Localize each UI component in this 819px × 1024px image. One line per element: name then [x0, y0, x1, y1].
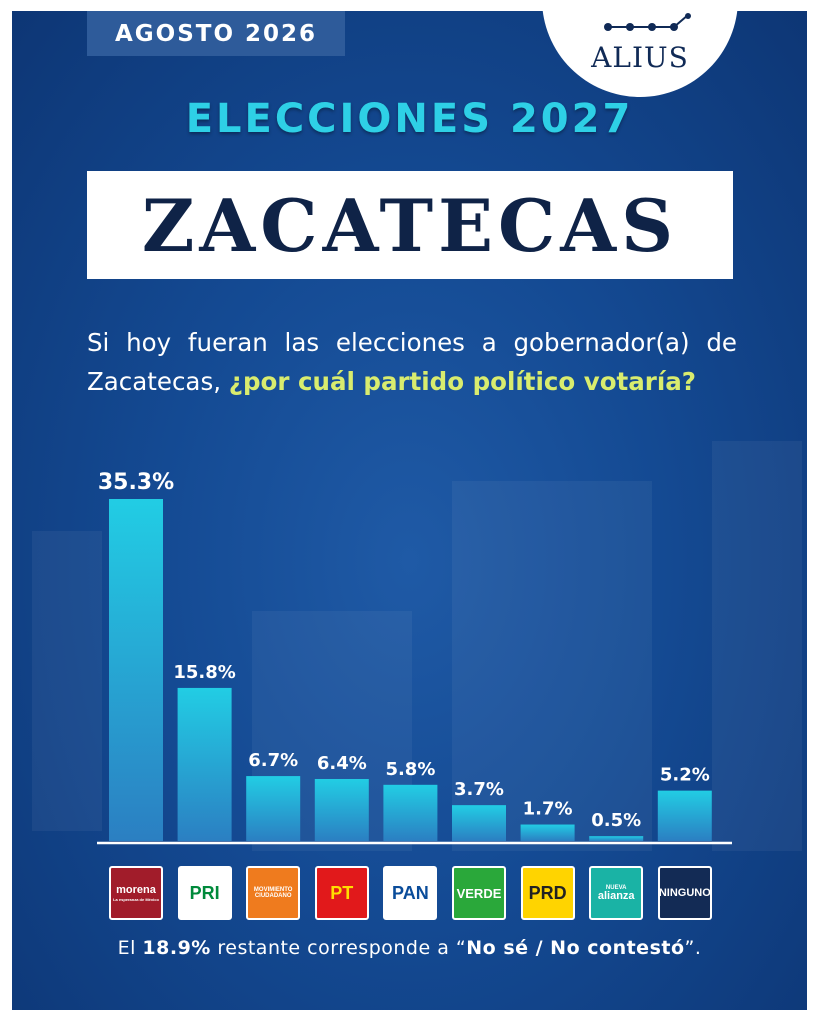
poll-question: Si hoy fueran las elecciones a gobernado… — [87, 323, 737, 401]
bar-prd — [520, 824, 575, 841]
brand-name: ALIUS — [591, 41, 689, 74]
footnote-value: 18.9% — [142, 937, 211, 959]
bar-pt — [314, 778, 369, 841]
footnote-suffix: ”. — [684, 937, 702, 959]
background-building — [452, 481, 652, 851]
footnote: El 18.9% restante corresponde a “No sé /… — [12, 937, 807, 959]
date-badge: AGOSTO 2026 — [87, 11, 345, 56]
bar-morena — [109, 499, 163, 841]
bar-movimiento-ciudadano — [246, 776, 301, 841]
party-logo-verde-icon: VERDE — [452, 866, 506, 920]
bar-ninguno — [657, 790, 712, 841]
question-text: Si hoy fueran las elecciones a gobernado… — [87, 328, 737, 396]
title-box: ZACATECAS — [87, 171, 733, 279]
background-building — [32, 531, 102, 831]
value-label: 1.7% — [523, 799, 573, 820]
value-label: 6.4% — [317, 753, 367, 774]
poll-card: AGOSTO 2026 ALIUS ELECCIONES 2027 ZACATE… — [12, 11, 807, 1010]
value-label: 15.8% — [173, 662, 235, 683]
value-label: 3.7% — [454, 779, 504, 800]
party-logo-morena-icon: morena La esperanza de México — [109, 866, 163, 920]
page-subtitle: ELECCIONES 2027 — [185, 96, 634, 142]
value-label: 5.2% — [660, 765, 710, 786]
footnote-prefix: El — [117, 937, 143, 959]
party-logo-pri-icon: PRI — [177, 866, 232, 920]
bar-nueva-alianza — [589, 836, 644, 841]
bar-verde — [452, 805, 506, 841]
bar-chart: 35.3% 15.8% 6.7% 6.4% 5.8% 3.7% 1.7% 0.5% 5.2% — [97, 470, 732, 845]
bar-pan — [383, 784, 438, 841]
background-building — [712, 441, 802, 851]
value-label: 5.8% — [385, 759, 435, 780]
value-label: 6.7% — [248, 750, 298, 771]
footnote-answer: No sé / No contestó — [466, 937, 685, 959]
party-logo-prd-icon: PRD — [520, 866, 575, 920]
party-logo-ninguno-icon: NINGUNO — [657, 866, 712, 920]
party-logo-pan-icon: PAN — [383, 866, 438, 920]
bar-pri — [177, 687, 232, 841]
footnote-middle: restante corresponde a “ — [210, 937, 467, 959]
party-logo-movimiento-ciudadano-icon: MOVIMIENTO CIUDADANO — [246, 866, 301, 920]
party-logo-alianza-icon: NUEVA alianza — [589, 866, 644, 920]
brand-logo-mark — [604, 13, 691, 31]
party-logo-pt-icon: PT — [314, 866, 369, 920]
value-label: 35.3% — [98, 470, 174, 495]
value-label: 0.5% — [591, 810, 641, 831]
question-highlight: ¿por cuál partido político votaría? — [228, 367, 697, 396]
page-title: ZACATECAS — [141, 182, 679, 268]
